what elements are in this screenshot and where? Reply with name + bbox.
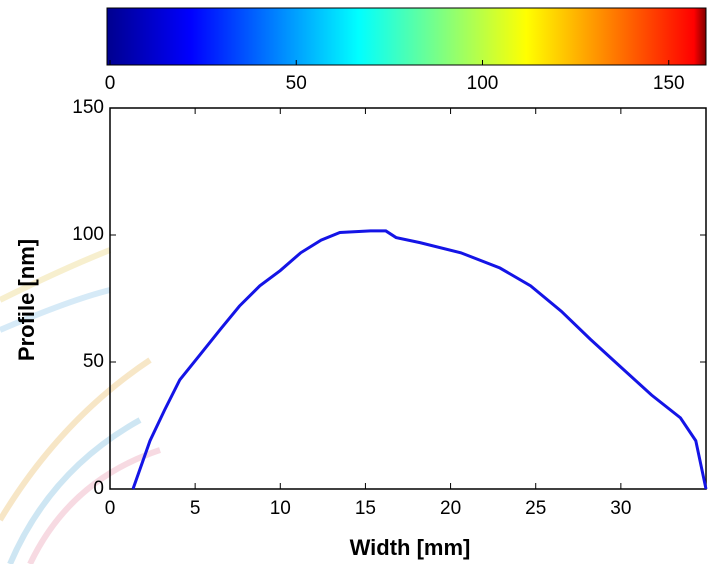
data-line bbox=[131, 229, 708, 490]
colorbar-tick-label: 150 bbox=[653, 73, 685, 94]
colorbar bbox=[106, 7, 707, 66]
y-tick-label: 0 bbox=[93, 478, 104, 499]
y-tick-label: 50 bbox=[83, 351, 104, 372]
colorbar-tick-label: 100 bbox=[467, 73, 499, 94]
background-decoration bbox=[0, 247, 161, 564]
x-tick-label: 10 bbox=[270, 498, 291, 519]
x-tick-label: 15 bbox=[355, 498, 376, 519]
x-tick-label: 20 bbox=[440, 498, 461, 519]
x-tick-label: 25 bbox=[525, 498, 546, 519]
x-tick-label: 0 bbox=[105, 498, 116, 519]
x-tick-label: 5 bbox=[190, 498, 201, 519]
y-tick-label: 150 bbox=[72, 97, 104, 118]
colorbar-tick-label: 50 bbox=[286, 73, 307, 94]
plot-frame bbox=[109, 107, 707, 490]
colorbar-tick-label: 0 bbox=[105, 73, 116, 94]
x-axis-label: Width [mm] bbox=[350, 535, 471, 560]
y-tick-label: 100 bbox=[72, 224, 104, 245]
x-tick-label: 30 bbox=[610, 498, 631, 519]
y-axis-label: Profile [nm] bbox=[14, 239, 39, 361]
